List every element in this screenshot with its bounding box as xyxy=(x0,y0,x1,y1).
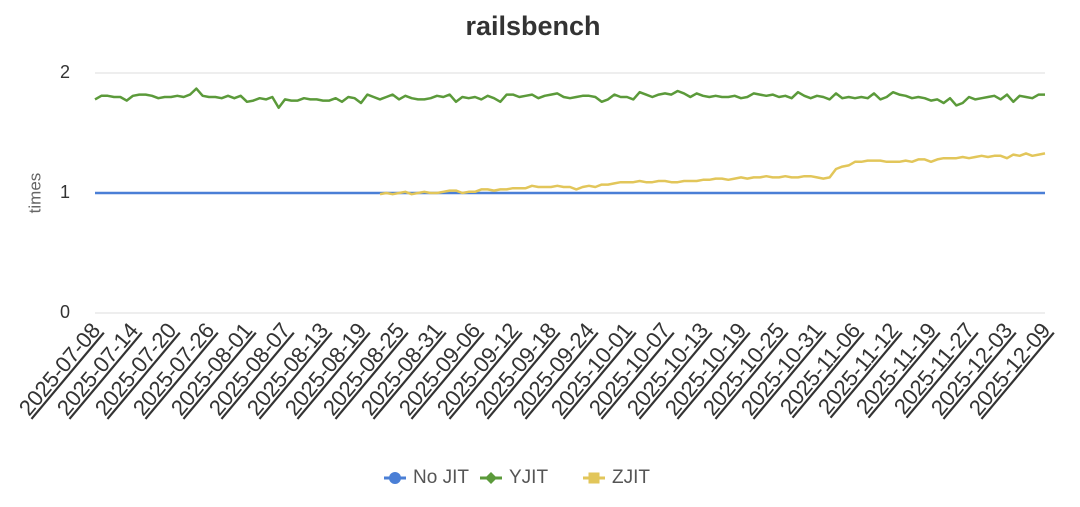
legend-label[interactable]: YJIT xyxy=(509,467,548,488)
series-line xyxy=(94,87,1045,110)
legend-marker xyxy=(389,472,401,484)
legend-label[interactable]: ZJIT xyxy=(612,467,650,488)
y-tick-label: 2 xyxy=(60,62,70,82)
legend-label[interactable]: No JIT xyxy=(413,467,469,488)
series-line xyxy=(379,152,1046,196)
y-axis-label: times xyxy=(25,173,44,214)
y-tick-label: 1 xyxy=(60,182,70,202)
legend-marker xyxy=(588,472,600,484)
y-tick-label: 0 xyxy=(60,302,70,322)
legend-marker xyxy=(485,472,497,484)
chart-title: railsbench xyxy=(465,11,600,41)
